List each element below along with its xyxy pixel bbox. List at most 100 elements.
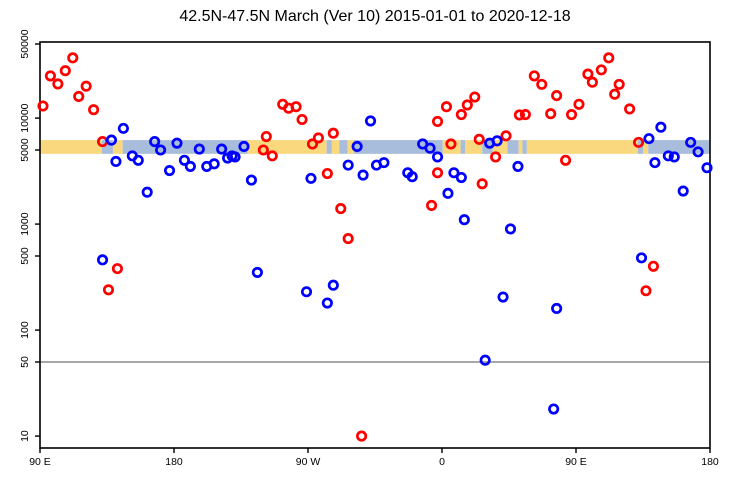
data-point-ocean — [171, 137, 183, 149]
data-point-ocean — [132, 154, 144, 166]
coast-strip-land — [40, 140, 102, 154]
x-tick-label: 180 — [701, 456, 719, 468]
data-point-ocean — [497, 291, 509, 303]
x-tick-label: 180 — [165, 456, 183, 468]
data-point-land — [632, 136, 645, 148]
x-tick-label: 0 — [439, 456, 445, 468]
data-point-ocean — [442, 187, 454, 199]
data-point-ocean — [479, 354, 491, 366]
data-point-land — [321, 167, 333, 180]
data-point-ocean — [305, 172, 317, 184]
data-point-ocean — [424, 142, 436, 154]
y-tick-label: 1000 — [19, 212, 31, 236]
data-point-ocean — [662, 150, 674, 162]
data-point-ocean — [431, 151, 444, 163]
data-point-land — [327, 127, 339, 139]
data-point-land — [595, 64, 607, 76]
data-point-land — [613, 78, 625, 90]
data-point-land — [266, 150, 278, 162]
data-point-ocean — [512, 160, 524, 172]
data-point-land — [528, 70, 540, 82]
data-point-land — [647, 260, 659, 272]
data-point-ocean — [216, 143, 228, 155]
data-point-land — [88, 104, 100, 116]
data-point-land — [536, 78, 548, 90]
coast-strip-land — [112, 140, 123, 154]
data-point-land — [500, 130, 512, 142]
data-point-ocean — [110, 155, 122, 167]
data-point-ocean — [163, 164, 176, 177]
coast-strip-land — [492, 140, 508, 154]
data-point-ocean — [458, 214, 470, 226]
data-point-land — [306, 138, 319, 150]
data-point-ocean — [141, 186, 153, 198]
data-point-ocean — [668, 151, 680, 163]
data-point-land — [573, 98, 585, 110]
data-point-land — [431, 167, 444, 179]
y-tick-label: 50000 — [19, 29, 31, 58]
data-point-ocean — [635, 252, 648, 264]
data-point-land — [260, 130, 272, 143]
coast-strip-ocean — [339, 140, 348, 154]
data-point-land — [582, 68, 594, 80]
data-point-ocean — [251, 266, 263, 278]
data-point-land — [312, 132, 324, 144]
data-point-ocean — [548, 403, 560, 415]
coast-strip-ocean — [326, 140, 332, 154]
data-point-land — [519, 108, 531, 121]
data-point-land — [440, 101, 453, 113]
data-point-ocean — [655, 121, 667, 133]
data-point-land — [640, 285, 652, 297]
y-tick-label: 100 — [19, 321, 31, 339]
data-point-ocean — [649, 157, 661, 169]
data-point-land — [342, 233, 354, 245]
x-tick-label: 90 E — [29, 456, 51, 468]
coast-strip-land — [331, 140, 340, 154]
y-tick-label: 10000 — [19, 103, 31, 132]
data-point-land — [52, 78, 64, 90]
data-point-land — [67, 52, 79, 64]
data-point-land — [609, 88, 621, 100]
data-point-ocean — [677, 185, 689, 197]
coast-strip-ocean — [460, 140, 466, 154]
chart-title: 42.5N-47.5N March (Ver 10) 2015-01-01 to… — [179, 8, 571, 25]
data-point-ocean — [117, 122, 129, 134]
x-tick-label: 90 E — [565, 456, 587, 468]
coast-strip-land — [643, 140, 649, 154]
coast-strip-ocean — [522, 140, 527, 154]
data-point-land — [490, 151, 502, 163]
data-point-ocean — [551, 302, 563, 315]
data-point-land — [335, 203, 347, 215]
data-point-ocean — [491, 135, 503, 147]
plot-box — [39, 41, 711, 449]
data-point-land — [290, 101, 302, 113]
data-point-land — [59, 65, 71, 77]
data-point-land — [426, 199, 438, 211]
data-point-ocean — [351, 140, 363, 153]
data-point-land — [545, 108, 557, 120]
data-point-ocean — [406, 171, 418, 183]
data-point-land — [445, 138, 457, 150]
data-point-ocean — [701, 162, 713, 174]
data-point-ocean — [208, 158, 220, 170]
data-point-ocean — [155, 144, 167, 156]
data-point-land — [44, 70, 56, 82]
data-point-land — [102, 284, 115, 296]
coast-strip-land — [347, 140, 355, 154]
data-point-ocean — [504, 223, 517, 235]
y-tick-label: 500 — [19, 247, 31, 265]
data-point-ocean — [455, 171, 467, 184]
data-point-ocean — [300, 286, 313, 298]
data-point-ocean — [448, 167, 460, 179]
data-point-ocean — [321, 297, 333, 309]
data-point-land — [455, 108, 467, 121]
data-point-ocean — [184, 160, 196, 172]
coast-strip-ocean — [507, 140, 519, 154]
coast-strip-ocean — [101, 140, 113, 154]
data-point-land — [431, 115, 444, 127]
data-point-land — [586, 76, 598, 88]
data-point-ocean — [229, 151, 241, 163]
data-point-land — [111, 263, 123, 275]
y-tick-label: 10 — [19, 430, 31, 442]
